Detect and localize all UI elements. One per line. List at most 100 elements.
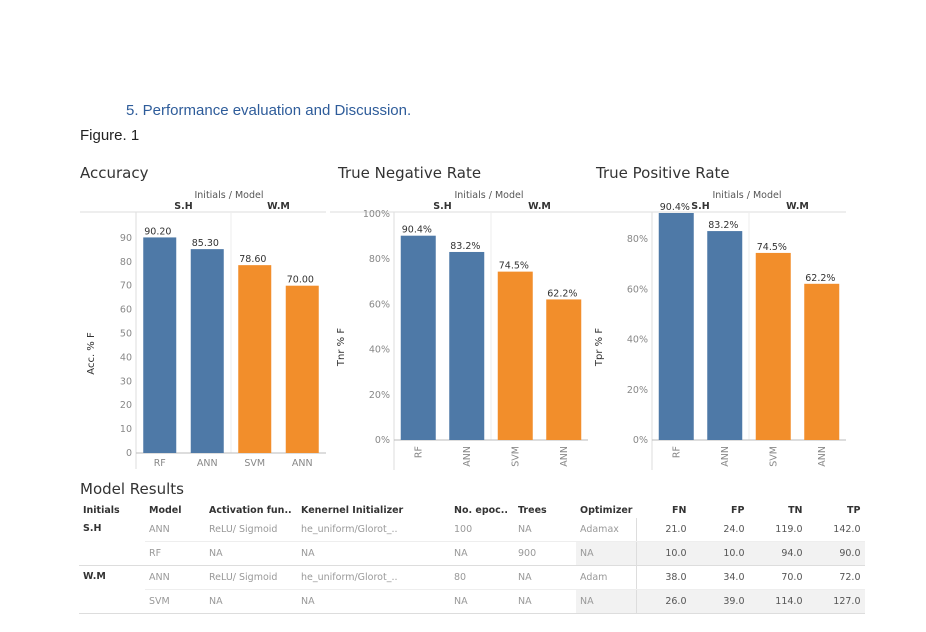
col-tn: TN [788,504,803,516]
cell-tp: 142.0 [806,518,865,542]
table-row: RF NA NA NA 900 NA 10.0 10.0 94.0 90.0 [79,541,865,566]
bar-svm-wm [238,265,272,453]
bar-rf-sh [400,235,436,440]
col-tp: TP [847,504,861,516]
bar-ann-wm [804,283,840,440]
cell-fn: 10.0 [636,541,691,566]
y-axis-label: Tnr % F [336,328,347,367]
x-tick-label: SVM [768,446,779,467]
col-initializer: Kenernel Initializer [301,504,404,516]
y-tick-label: 20% [369,390,390,401]
x-tick-label: ANN [462,446,473,467]
cell-tp: 127.0 [806,589,865,614]
data-label: 74.5% [499,261,529,272]
cell-tn: 94.0 [748,541,807,566]
cell-initials: W.M [79,565,145,614]
figure-label: Figure. 1 [80,127,140,144]
y-tick-label: 60% [627,284,648,295]
data-label: 62.2% [547,288,577,299]
table-row: W.M ANN ReLU/ Sigmoid he_uniform/Glorot_… [79,565,865,614]
group-label-wm: W.M [786,201,809,212]
col-trees: Trees [518,504,547,516]
data-label: 70.00 [287,275,314,286]
cell-epochs: 100 [450,518,514,542]
cell-fp: 24.0 [690,518,749,542]
cell-activation: NA [205,541,297,566]
tpr-chart-title: True Positive Rate [596,164,730,182]
x-tick-label: ANN [720,446,731,467]
accuracy-chart-title: Accuracy [80,164,149,182]
header-title: Initials / Model [194,190,263,201]
y-tick-label: 50 [120,329,132,340]
cell-fn: 38.0 [636,565,691,590]
col-model: Model [149,504,182,516]
section-heading: 5. Performance evaluation and Discussion… [126,102,412,119]
model-results-title: Model Results [80,480,184,498]
table-header-row: Initials Model Activation fun.. Kenernel… [79,502,865,518]
y-axis-label: Tpr % F [594,328,605,367]
x-tick-label: SVM [510,446,521,467]
y-tick-label: 30 [120,376,132,387]
cell-fp: 39.0 [690,589,749,614]
data-label: 74.5% [757,242,787,253]
bar-ann-sh [190,249,224,453]
cell-optimizer: Adam [576,565,637,590]
model-results-table: Initials Model Activation fun.. Kenernel… [79,502,865,614]
data-label: 85.30 [192,238,219,249]
bar-svm-wm [755,252,791,440]
header-title: Initials / Model [712,190,781,201]
data-label: 90.20 [144,226,171,237]
col-fp: FP [731,504,745,516]
tnr-chart-title: True Negative Rate [338,164,482,182]
cell-fp: 34.0 [690,565,749,590]
cell-tp: 72.0 [806,565,865,590]
x-tick-label: ANN [559,446,570,467]
data-label: 90.4% [660,202,690,213]
y-tick-label: 90 [120,233,132,244]
col-epochs: No. epoc.. [454,504,509,516]
bar-ann-sh [449,251,485,440]
y-tick-label: 40% [627,335,648,346]
cell-trees: NA [514,589,576,614]
y-tick-label: 0% [633,435,648,446]
col-initials: Initials [83,504,120,516]
cell-fn: 26.0 [636,589,691,614]
bar-svm-wm [497,271,533,440]
cell-activation: NA [205,589,297,614]
data-label: 62.2% [805,273,835,284]
group-label-wm: W.M [267,201,290,212]
y-tick-label: 20% [627,385,648,396]
data-label: 78.60 [239,254,266,265]
y-tick-label: 70 [120,281,132,292]
cell-tn: 119.0 [748,518,807,542]
cell-tp: 90.0 [806,541,865,566]
cell-initializer: NA [297,589,450,614]
x-tick-label: SVM [244,458,265,469]
cell-model: ANN [145,565,205,590]
cell-trees: 900 [514,541,576,566]
y-tick-label: 0 [126,448,132,459]
cell-model: SVM [145,589,205,614]
cell-fp: 10.0 [690,541,749,566]
data-label: 83.2% [450,241,480,252]
bar-rf-sh [143,237,177,453]
x-tick-label: ANN [197,458,218,469]
y-tick-label: 20 [120,400,132,411]
cell-model: RF [145,541,205,566]
cell-initializer: he_uniform/Glorot_.. [297,518,450,542]
y-tick-label: 100% [363,209,390,220]
cell-epochs: 80 [450,565,514,590]
x-tick-label: RF [413,446,424,458]
data-label: 90.4% [402,225,432,236]
cell-initializer: NA [297,541,450,566]
y-tick-label: 80% [369,254,390,265]
y-tick-label: 80% [627,234,648,245]
bar-ann-wm [546,299,582,440]
x-tick-label: RF [671,446,682,458]
x-tick-label: RF [154,458,166,469]
group-label-wm: W.M [528,201,551,212]
cell-epochs: NA [450,541,514,566]
cell-activation: ReLU/ Sigmoid [205,518,297,542]
